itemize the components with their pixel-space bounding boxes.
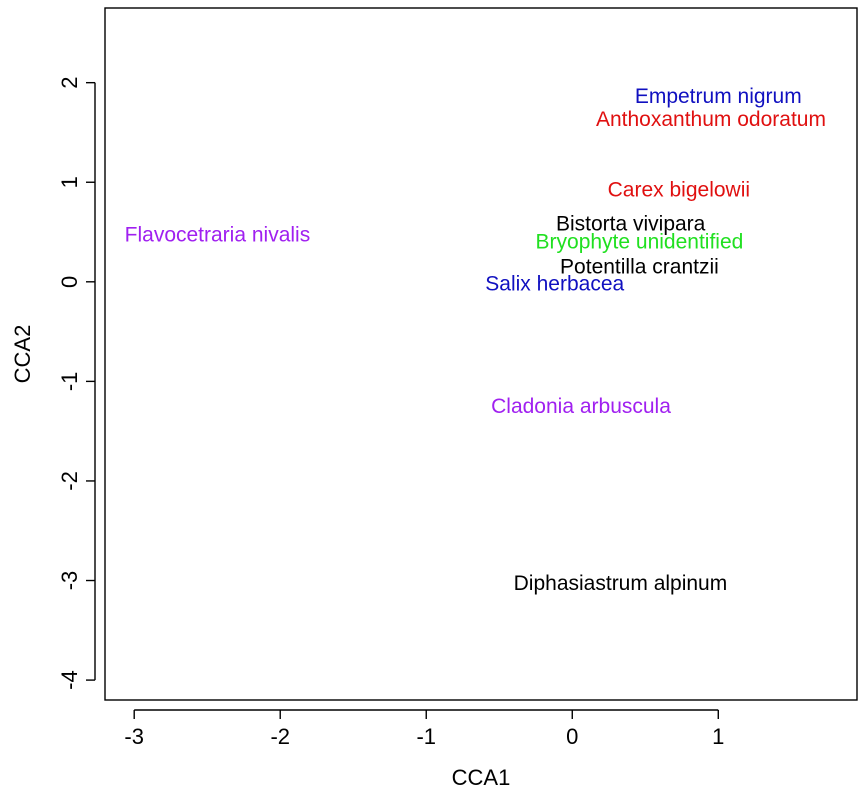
- point-label: Cladonia arbuscula: [491, 395, 671, 418]
- y-tick-label: -2: [57, 471, 82, 491]
- plot-frame: [104, 7, 858, 701]
- y-tick-label: -1: [57, 372, 82, 392]
- x-axis: -3 -2 -1 0 1: [124, 709, 724, 749]
- x-tick-label: -1: [416, 724, 436, 749]
- point-label: Diphasiastrum alpinum: [514, 572, 728, 595]
- x-axis-title: CCA1: [452, 765, 511, 790]
- x-tick-label: -3: [124, 724, 144, 749]
- y-tick-label: -4: [57, 670, 82, 690]
- y-axis-title: CCA2: [10, 325, 35, 384]
- point-label: Salix herbacea: [485, 272, 624, 295]
- point-label: Carex bigelowii: [608, 179, 750, 202]
- point-label: Bryophyte unidentified: [536, 230, 744, 253]
- point-label: Anthoxanthum odoratum: [596, 108, 826, 131]
- point-label: Potentilla crantzii: [560, 255, 719, 278]
- x-tick-label: 1: [712, 724, 724, 749]
- point-label: Bistorta vivipara: [556, 213, 706, 236]
- point-label: Flavocetraria nivalis: [125, 224, 311, 247]
- y-tick-label: 1: [57, 176, 82, 188]
- y-tick-label: 2: [57, 77, 82, 89]
- x-tick-label: 0: [566, 724, 578, 749]
- y-axis: -4 -3 -2 -1 0 1 2: [57, 77, 96, 690]
- y-tick-label: -3: [57, 571, 82, 591]
- y-tick-label: 0: [57, 276, 82, 288]
- point-label: Empetrum nigrum: [635, 85, 802, 108]
- x-tick-label: -2: [270, 724, 290, 749]
